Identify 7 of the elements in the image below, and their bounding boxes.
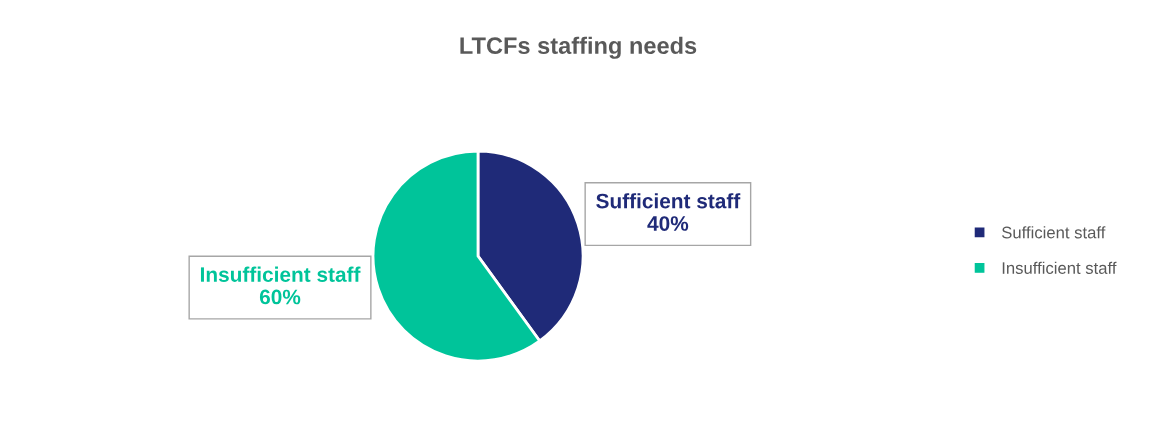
chart-title: LTCFs staffing needs xyxy=(460,36,697,59)
slice-label: Insufficient staff xyxy=(200,266,361,282)
legend-label: Sufficient staff xyxy=(1002,226,1106,239)
legend-label: Insufficient staff xyxy=(1002,261,1117,274)
slice-label: Sufficient staff xyxy=(596,193,741,209)
data-label: 40% xyxy=(647,216,689,231)
data-label: 60% xyxy=(259,289,301,305)
